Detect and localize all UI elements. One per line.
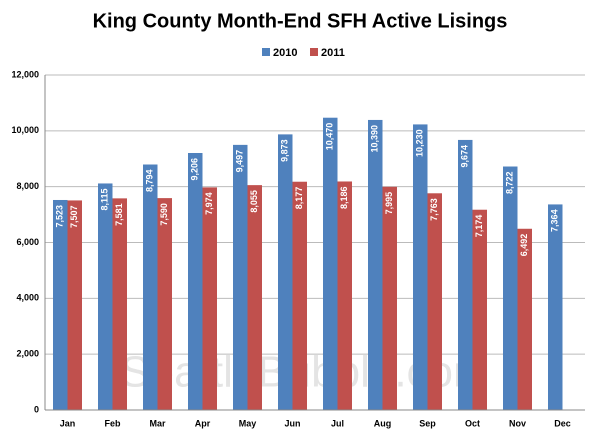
value-label: 7,507 bbox=[69, 205, 79, 228]
x-tick-label: Dec bbox=[554, 418, 571, 428]
x-tick-label: Jun bbox=[284, 418, 300, 428]
bar bbox=[413, 124, 428, 410]
bar bbox=[323, 117, 338, 411]
x-tick-label: Jul bbox=[331, 418, 344, 428]
value-label: 9,497 bbox=[235, 150, 245, 173]
y-tick-label: 10,000 bbox=[11, 125, 39, 135]
value-label: 7,581 bbox=[114, 203, 124, 226]
value-label: 7,763 bbox=[429, 198, 439, 221]
value-label: 8,722 bbox=[505, 172, 515, 195]
value-label: 8,115 bbox=[100, 188, 110, 210]
x-tick-label: Aug bbox=[374, 418, 392, 428]
bar bbox=[278, 134, 293, 410]
value-label: 10,230 bbox=[415, 129, 425, 157]
bar bbox=[382, 186, 397, 410]
value-label: 7,174 bbox=[474, 215, 484, 238]
legend-swatch bbox=[262, 48, 270, 56]
bar bbox=[427, 193, 442, 410]
bar bbox=[98, 183, 113, 410]
bar bbox=[503, 166, 518, 410]
x-tick-label: Nov bbox=[509, 418, 526, 428]
x-tick-label: May bbox=[239, 418, 257, 428]
bar bbox=[517, 228, 532, 410]
value-label: 8,794 bbox=[145, 170, 155, 193]
bar bbox=[112, 198, 127, 410]
y-tick-label: 2,000 bbox=[16, 349, 39, 359]
x-tick-label: Apr bbox=[195, 418, 211, 428]
y-tick-label: 6,000 bbox=[16, 237, 39, 247]
bar bbox=[458, 139, 473, 410]
chart-title: King County Month-End SFH Active Lisings bbox=[93, 10, 508, 32]
value-label: 8,186 bbox=[339, 186, 349, 209]
value-label: 9,206 bbox=[190, 158, 200, 181]
bar bbox=[247, 185, 262, 410]
y-tick-label: 0 bbox=[34, 404, 39, 414]
x-tick-label: Oct bbox=[465, 418, 480, 428]
bar bbox=[233, 144, 248, 410]
bar bbox=[292, 181, 307, 410]
bar bbox=[472, 209, 487, 410]
x-tick-label: Sep bbox=[419, 418, 436, 428]
bar bbox=[67, 200, 82, 410]
x-tick-label: Feb bbox=[104, 418, 121, 428]
value-label: 6,492 bbox=[519, 234, 529, 257]
value-label: 7,364 bbox=[550, 209, 560, 232]
value-label: 9,873 bbox=[280, 139, 290, 162]
legend: 2010 2011 bbox=[262, 47, 345, 59]
value-label: 7,995 bbox=[384, 192, 394, 215]
y-tick-label: 8,000 bbox=[16, 181, 39, 191]
legend-swatch bbox=[310, 48, 318, 56]
bar bbox=[143, 164, 158, 410]
bar bbox=[202, 187, 217, 410]
y-tick-label: 4,000 bbox=[16, 293, 39, 303]
value-label: 10,390 bbox=[370, 125, 380, 153]
x-tick-label: Jan bbox=[60, 418, 76, 428]
bar bbox=[368, 119, 383, 410]
bar bbox=[548, 204, 563, 410]
value-label: 10,470 bbox=[325, 123, 335, 151]
bar bbox=[337, 181, 352, 410]
value-label: 8,055 bbox=[249, 190, 259, 213]
value-label: 8,177 bbox=[294, 187, 304, 210]
bar bbox=[157, 198, 172, 410]
bar bbox=[53, 199, 68, 410]
value-label: 7,523 bbox=[55, 205, 65, 228]
value-label: 7,590 bbox=[159, 203, 169, 226]
bar bbox=[188, 152, 203, 411]
y-tick-label: 12,000 bbox=[11, 69, 39, 79]
x-tick-label: Mar bbox=[149, 418, 166, 428]
value-label: 7,974 bbox=[204, 192, 214, 215]
legend-label: 2010 bbox=[273, 47, 297, 59]
value-label: 9,674 bbox=[460, 145, 470, 168]
legend-label: 2011 bbox=[321, 47, 345, 59]
